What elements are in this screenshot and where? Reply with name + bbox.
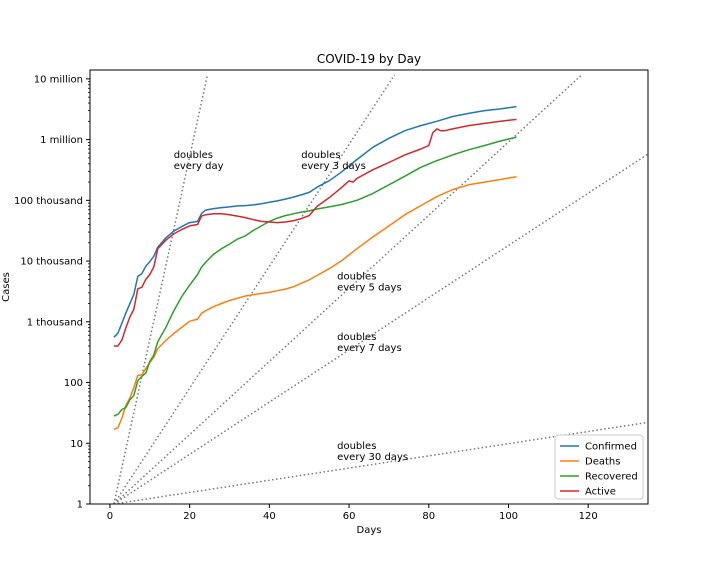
series-line-active: [113, 118, 517, 347]
x-tick-label: 0: [107, 511, 113, 522]
y-axis-label: Cases: [1, 272, 12, 302]
y-tick-label: 10: [70, 439, 83, 450]
reference-label-30d: doubles every 30 days: [337, 441, 408, 463]
reference-line-1d: [113, 74, 209, 504]
reference-label-7d: doubles every 7 days: [337, 332, 402, 354]
legend-box: [554, 434, 644, 500]
series-line-deaths: [113, 175, 517, 431]
x-tick-label: 20: [183, 511, 196, 522]
reference-labels: doubles every day doubles every 3 days doubl…: [174, 150, 408, 463]
series-line-confirmed: [113, 105, 517, 338]
y-tick-label: 10 million: [34, 74, 83, 85]
x-tick-label: 40: [263, 511, 276, 522]
y-tick-label: 100: [64, 378, 83, 389]
y-tick-label: 1 million: [40, 135, 83, 146]
y-axis: 1 10 100 1 thousand 10 thousand 100 thousand 1…: [14, 74, 90, 511]
y-tick-label: 1 thousand: [27, 317, 83, 328]
plot-frame: [89, 69, 649, 505]
series-lines: [113, 105, 517, 431]
series-line-recovered: [113, 136, 517, 417]
reference-label-5d: doubles every 5 days: [337, 271, 402, 293]
y-tick-label: 10 thousand: [20, 257, 83, 268]
reference-line-7d: [113, 153, 648, 504]
reference-label-1d: doubles every day: [174, 150, 224, 172]
reference-lines: [113, 74, 648, 504]
reference-line-5d: [113, 74, 583, 504]
legend-label-recovered: Recovered: [585, 472, 638, 483]
reference-line-3d: [113, 74, 396, 504]
reference-label-3d: doubles every 3 days: [301, 150, 366, 172]
legend-label-deaths: Deaths: [585, 457, 620, 468]
y-tick-label: 100 thousand: [14, 196, 83, 207]
x-axis: 0 20 40 60 80 100 120: [107, 504, 598, 522]
x-tick-label: 100: [499, 511, 518, 522]
x-tick-label: 60: [343, 511, 356, 522]
legend: Confirmed Deaths Recovered Active: [554, 434, 644, 500]
x-axis-label: Days: [357, 525, 382, 536]
legend-label-confirmed: Confirmed: [585, 442, 637, 453]
chart-title: COVID-19 by Day: [317, 52, 421, 66]
legend-label-active: Active: [585, 487, 616, 498]
x-tick-label: 80: [422, 511, 435, 522]
x-tick-label: 120: [579, 511, 598, 522]
y-tick-label: 1: [77, 500, 83, 511]
